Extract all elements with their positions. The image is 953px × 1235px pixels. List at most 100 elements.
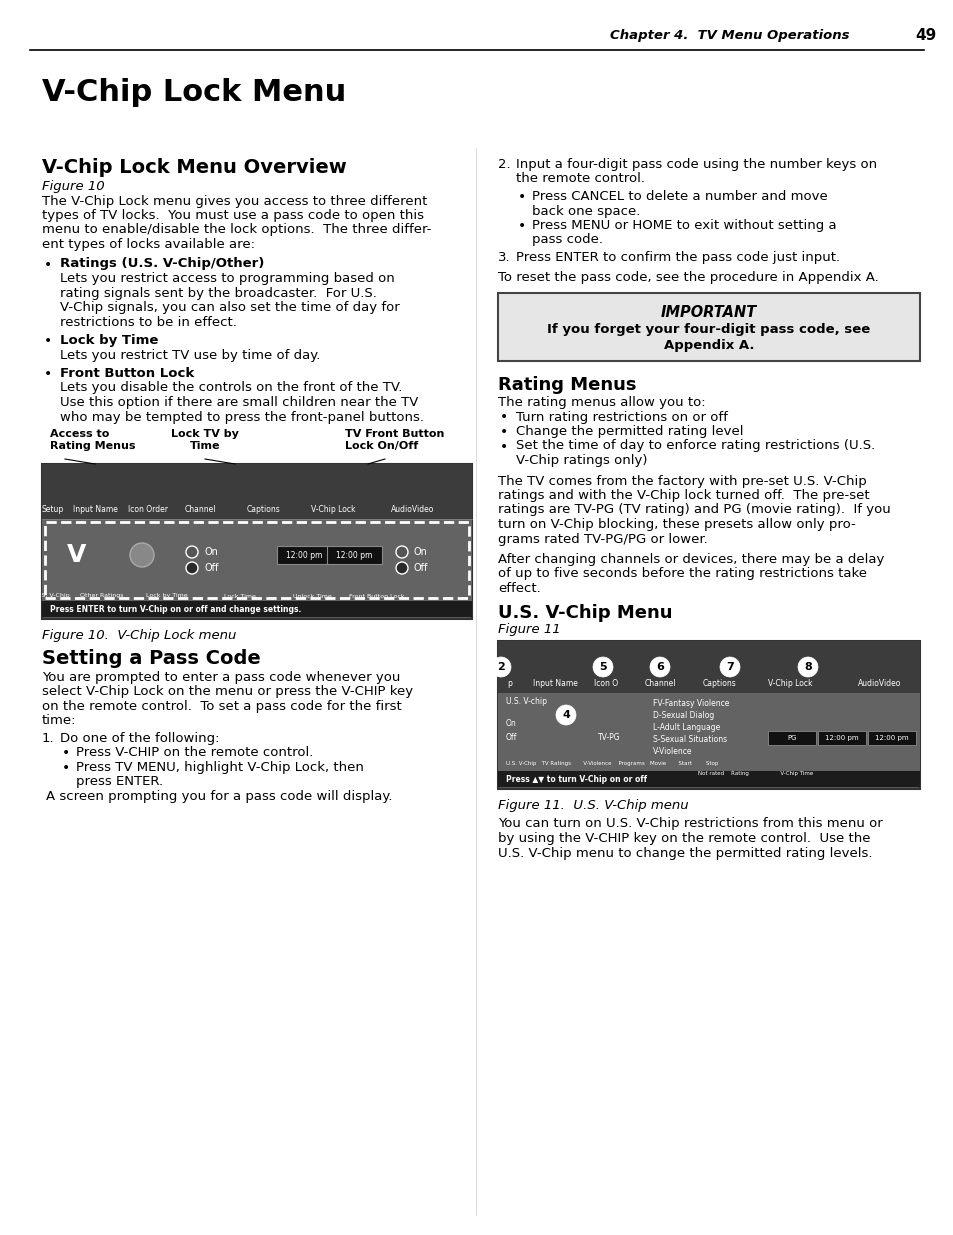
Text: Input a four-digit pass code using the number keys on: Input a four-digit pass code using the n… [516,158,876,170]
Text: ratings and with the V-Chip lock turned off.  The pre-set: ratings and with the V-Chip lock turned … [497,489,869,501]
Text: menu to enable/disable the lock options.  The three differ-: menu to enable/disable the lock options.… [42,224,431,236]
Text: You are prompted to enter a pass code whenever you: You are prompted to enter a pass code wh… [42,671,400,684]
Text: Lets you restrict TV use by time of day.: Lets you restrict TV use by time of day. [60,348,320,362]
Text: Not rated    Rating                  V-Chip Time: Not rated Rating V-Chip Time [698,771,812,776]
Text: Lock On/Off: Lock On/Off [345,441,417,451]
Text: Turn rating restrictions on or off: Turn rating restrictions on or off [516,410,727,424]
Text: FV-Fantasy Violence: FV-Fantasy Violence [652,699,729,708]
Text: Channel: Channel [184,505,215,514]
Circle shape [130,543,153,567]
Circle shape [395,546,408,558]
Text: 2.: 2. [497,158,510,170]
Text: •: • [62,761,71,776]
Text: 6: 6 [656,662,663,672]
Text: rating signals sent by the broadcaster.  For U.S.: rating signals sent by the broadcaster. … [60,287,376,300]
Text: V-Violence: V-Violence [652,746,692,756]
Text: Rating Menus: Rating Menus [497,375,636,394]
Text: Change the permitted rating level: Change the permitted rating level [516,425,742,438]
Text: Use this option if there are small children near the TV: Use this option if there are small child… [60,396,418,409]
Bar [497,293,919,361]
Bar [45,522,469,598]
Text: restrictions to be in effect.: restrictions to be in effect. [60,315,236,329]
Text: ent types of locks available are:: ent types of locks available are: [42,238,254,251]
Text: Off: Off [414,563,428,573]
Text: Figure 10.  V-Chip Lock menu: Figure 10. V-Chip Lock menu [42,629,236,642]
Bar [497,693,919,771]
Text: •: • [517,219,526,233]
Text: 8: 8 [803,662,811,672]
Text: by using the V-CHIP key on the remote control.  Use the: by using the V-CHIP key on the remote co… [497,832,869,845]
Text: V-Chip Lock Menu Overview: V-Chip Lock Menu Overview [42,158,346,177]
Text: U.S. V-chip: U.S. V-chip [505,697,546,705]
Text: 12:00 pm: 12:00 pm [824,735,858,741]
Text: ratings are TV-PG (TV rating) and PG (movie rating).  If you: ratings are TV-PG (TV rating) and PG (mo… [497,504,890,516]
Circle shape [186,562,198,574]
Bar [327,546,381,564]
Text: To reset the pass code, see the procedure in Appendix A.: To reset the pass code, see the procedur… [497,270,878,284]
Text: 49: 49 [914,27,935,42]
Text: Press V-CHIP on the remote control.: Press V-CHIP on the remote control. [76,746,313,760]
Text: TV Front Button: TV Front Button [345,429,444,438]
Text: S-Sexual Situations: S-Sexual Situations [652,735,726,743]
Text: Set the time of day to enforce rating restrictions (U.S.: Set the time of day to enforce rating re… [516,440,874,452]
Text: •: • [44,258,52,272]
Text: Channel: Channel [643,678,675,688]
Text: IMPORTANT: IMPORTANT [660,305,757,320]
Text: L-Adult Language: L-Adult Language [652,722,720,731]
Text: 12:00 pm: 12:00 pm [874,735,908,741]
Text: A screen prompting you for a pass code will display.: A screen prompting you for a pass code w… [46,790,392,803]
Text: the remote control.: the remote control. [516,173,644,185]
Bar [767,731,815,745]
Text: Do one of the following:: Do one of the following: [60,732,219,745]
Text: 4: 4 [561,710,569,720]
Text: Captions: Captions [247,505,280,514]
Text: After changing channels or devices, there may be a delay: After changing channels or devices, ther… [497,553,883,566]
Circle shape [186,546,198,558]
Text: grams rated TV-PG/PG or lower.: grams rated TV-PG/PG or lower. [497,532,707,546]
Text: Lock by Time: Lock by Time [146,594,188,599]
Text: On: On [414,547,428,557]
Text: Captions: Captions [702,678,736,688]
Text: TV-PG: TV-PG [598,732,620,741]
Circle shape [797,657,817,677]
Text: Access to: Access to [50,429,110,438]
Text: V-Chip Lock: V-Chip Lock [311,505,355,514]
Bar [497,771,919,787]
Text: The V-Chip Lock menu gives you access to three different: The V-Chip Lock menu gives you access to… [42,194,427,207]
Text: AudioVideo: AudioVideo [858,678,901,688]
Text: On: On [205,547,218,557]
Text: Chapter 4.  TV Menu Operations: Chapter 4. TV Menu Operations [609,28,848,42]
Text: Unlock Time: Unlock Time [293,594,331,599]
Bar [42,519,472,601]
Bar [276,546,332,564]
Text: V-Chip Lock Menu: V-Chip Lock Menu [42,78,346,107]
Text: on the remote control.  To set a pass code for the first: on the remote control. To set a pass cod… [42,700,401,713]
Text: who may be tempted to press the front-panel buttons.: who may be tempted to press the front-pa… [60,410,423,424]
Text: 12:00 pm: 12:00 pm [286,551,322,559]
Bar [42,464,472,619]
Text: Figure 11.  U.S. V-Chip menu: Figure 11. U.S. V-Chip menu [497,799,688,811]
Text: Front Button Lock: Front Button Lock [349,594,404,599]
Text: 3.: 3. [497,251,510,264]
Text: of up to five seconds before the rating restrictions take: of up to five seconds before the rating … [497,568,866,580]
Text: Setup: Setup [42,505,64,514]
Text: turn on V-Chip blocking, these presets allow only pro-: turn on V-Chip blocking, these presets a… [497,517,855,531]
Text: Lock TV by: Lock TV by [171,429,238,438]
Text: Lock by Time: Lock by Time [60,333,158,347]
Text: PG: PG [786,735,796,741]
Text: If you forget your four-digit pass code, see: If you forget your four-digit pass code,… [547,324,870,336]
Text: Input Name: Input Name [532,678,577,688]
Text: •: • [517,190,526,204]
Bar [42,464,472,519]
Text: AudioVideo: AudioVideo [391,505,435,514]
Circle shape [720,657,740,677]
Text: Lets you restrict access to programming based on: Lets you restrict access to programming … [60,272,395,285]
Text: pass code.: pass code. [532,233,602,247]
Text: select V-Chip Lock on the menu or press the V-CHIP key: select V-Chip Lock on the menu or press … [42,685,413,699]
Text: p: p [507,678,512,688]
Text: Press TV MENU, highlight V-Chip Lock, then: Press TV MENU, highlight V-Chip Lock, th… [76,761,363,774]
Text: types of TV locks.  You must use a pass code to open this: types of TV locks. You must use a pass c… [42,209,423,222]
Text: V-Chip signals, you can also set the time of day for: V-Chip signals, you can also set the tim… [60,301,399,314]
Bar [42,601,472,618]
Text: U.S. V-Chip   TV Ratings       V-Violence    Programs   Movie       Start       : U.S. V-Chip TV Ratings V-Violence Progra… [505,761,718,766]
